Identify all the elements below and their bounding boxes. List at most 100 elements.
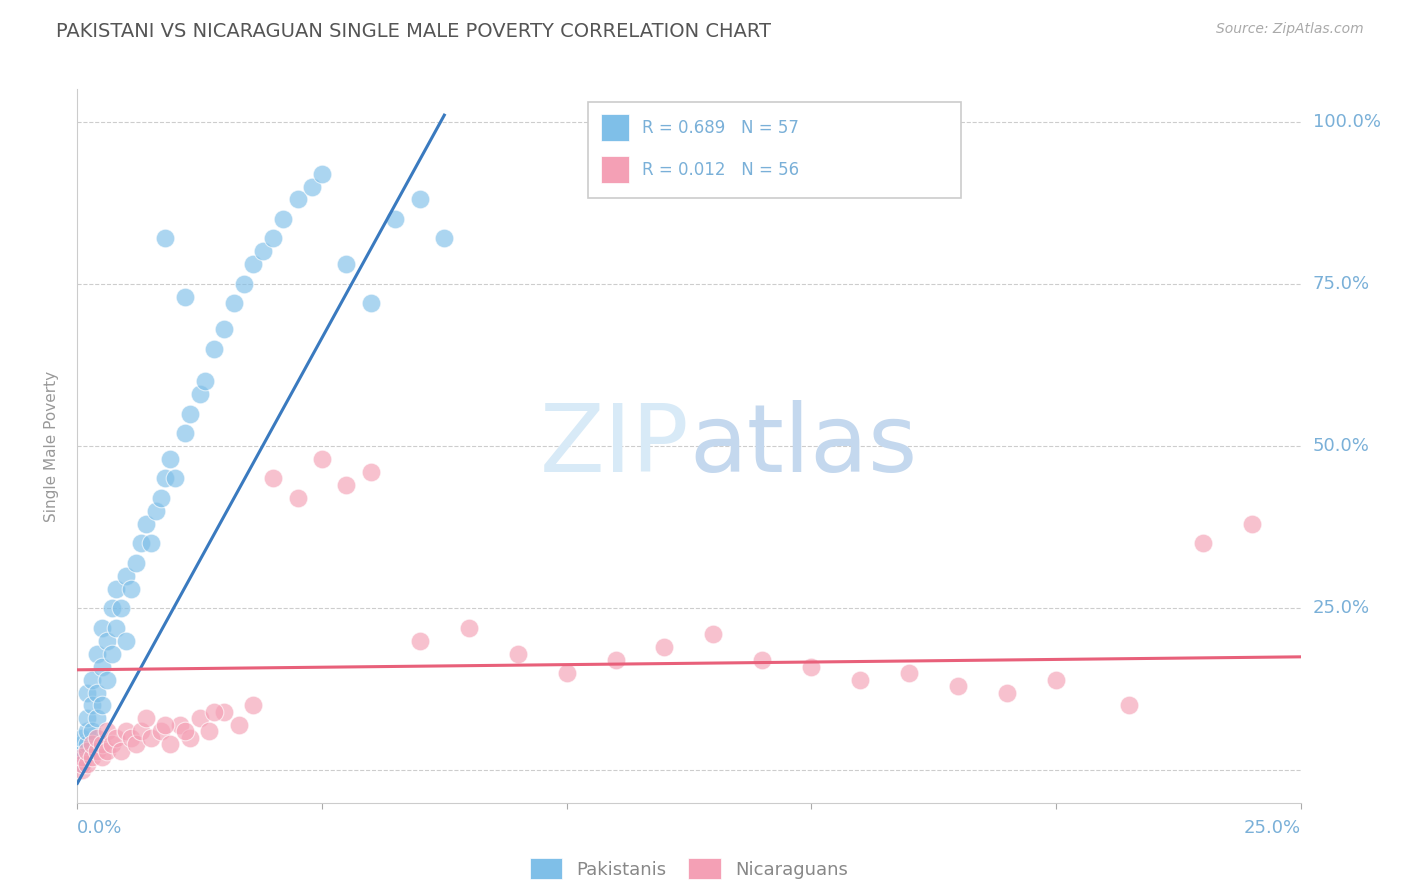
Point	[155, 231, 177, 245]
Point	[409, 633, 432, 648]
Point	[139, 731, 162, 745]
Point	[76, 724, 98, 739]
Point	[409, 193, 432, 207]
Point	[76, 711, 98, 725]
Point	[86, 647, 108, 661]
Point	[222, 296, 245, 310]
Point	[80, 673, 103, 687]
Point	[90, 738, 112, 752]
Point	[96, 633, 118, 648]
Point	[159, 452, 181, 467]
Point	[202, 342, 225, 356]
Point	[800, 659, 823, 673]
Point	[70, 756, 93, 771]
Point	[946, 679, 969, 693]
Text: 25.0%: 25.0%	[1313, 599, 1369, 617]
Point	[70, 764, 93, 778]
Point	[135, 516, 157, 531]
Point	[702, 627, 724, 641]
Point	[898, 666, 921, 681]
Point	[135, 711, 157, 725]
Point	[76, 685, 98, 699]
Point	[159, 738, 181, 752]
Point	[849, 673, 872, 687]
Point	[80, 724, 103, 739]
Point	[188, 711, 211, 725]
Text: 75.0%: 75.0%	[1313, 275, 1369, 293]
Point	[360, 296, 382, 310]
Point	[311, 167, 333, 181]
Point	[174, 290, 197, 304]
Point	[86, 744, 108, 758]
Text: Source: ZipAtlas.com: Source: ZipAtlas.com	[1216, 22, 1364, 37]
Text: ZIP: ZIP	[540, 400, 689, 492]
Y-axis label: Single Male Poverty: Single Male Poverty	[44, 370, 59, 522]
Point	[70, 750, 93, 764]
Text: 25.0%: 25.0%	[1243, 819, 1301, 837]
Point	[100, 738, 122, 752]
Point	[212, 705, 235, 719]
Point	[174, 724, 197, 739]
Point	[232, 277, 254, 291]
Point	[1240, 516, 1263, 531]
Point	[165, 471, 187, 485]
Point	[605, 653, 627, 667]
Point	[252, 244, 274, 259]
Point	[555, 666, 578, 681]
Point	[242, 257, 264, 271]
Point	[654, 640, 676, 654]
Point	[1118, 698, 1140, 713]
Point	[70, 756, 93, 771]
Point	[86, 711, 108, 725]
Point	[70, 744, 93, 758]
Text: 0.0%: 0.0%	[77, 819, 122, 837]
Point	[506, 647, 529, 661]
Point	[262, 471, 284, 485]
Point	[90, 621, 112, 635]
Point	[115, 568, 138, 582]
Point	[115, 724, 138, 739]
Text: 50.0%: 50.0%	[1313, 437, 1369, 455]
Point	[242, 698, 264, 713]
Point	[1191, 536, 1213, 550]
Point	[86, 731, 108, 745]
Point	[120, 731, 142, 745]
Point	[228, 718, 250, 732]
Point	[115, 633, 138, 648]
Point	[335, 478, 357, 492]
Point	[120, 582, 142, 596]
Point	[995, 685, 1018, 699]
Point	[90, 750, 112, 764]
Point	[80, 738, 103, 752]
Point	[105, 621, 128, 635]
Point	[198, 724, 221, 739]
Text: R = 0.689   N = 57: R = 0.689 N = 57	[641, 119, 799, 137]
Point	[287, 491, 309, 505]
Point	[90, 659, 112, 673]
Point	[179, 407, 201, 421]
Point	[202, 705, 225, 719]
Point	[335, 257, 357, 271]
Point	[76, 756, 98, 771]
Point	[751, 653, 773, 667]
Point	[457, 621, 479, 635]
Point	[86, 685, 108, 699]
Point	[384, 211, 406, 226]
Point	[96, 744, 118, 758]
Point	[155, 471, 177, 485]
Text: 100.0%: 100.0%	[1313, 112, 1381, 130]
Point	[110, 744, 132, 758]
Point	[90, 698, 112, 713]
Point	[125, 556, 148, 570]
Point	[105, 731, 128, 745]
Point	[1045, 673, 1067, 687]
Point	[262, 231, 284, 245]
Legend: Pakistanis, Nicaraguans: Pakistanis, Nicaraguans	[523, 851, 855, 887]
Point	[145, 504, 167, 518]
Point	[360, 465, 382, 479]
Point	[271, 211, 294, 226]
Point	[212, 322, 235, 336]
Point	[433, 231, 456, 245]
Point	[70, 731, 93, 745]
Point	[105, 582, 128, 596]
